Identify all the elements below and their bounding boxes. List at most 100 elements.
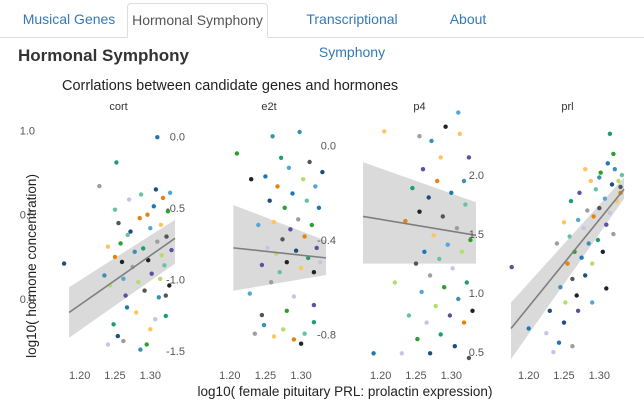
x-tick-label: 1.30 <box>140 370 161 382</box>
data-point <box>431 233 436 238</box>
data-point <box>406 313 412 318</box>
data-point <box>256 222 261 228</box>
data-point <box>145 212 150 217</box>
data-point <box>311 320 317 325</box>
data-point <box>591 214 596 219</box>
facet-panel-cort: cort 1.0 0.5 0.0 1.20 1.25 1.30 <box>20 101 176 382</box>
x-tick-label: 1.20 <box>518 370 539 382</box>
tab-hormonal-symphony[interactable]: Hormonal Symphony <box>127 3 268 38</box>
data-point <box>611 231 616 237</box>
data-point <box>438 155 443 160</box>
data-point <box>618 184 623 190</box>
data-point <box>371 351 376 356</box>
hormone-correlation-plot: Corrlations between candidate genes and … <box>0 68 644 402</box>
data-point <box>288 227 293 232</box>
data-point <box>163 313 168 319</box>
data-point <box>270 134 275 139</box>
data-point <box>105 244 111 249</box>
data-point <box>399 351 404 356</box>
data-point <box>468 237 473 243</box>
data-point <box>461 320 467 325</box>
data-point <box>282 205 287 210</box>
data-point <box>162 263 167 268</box>
data-point <box>291 294 297 299</box>
data-point <box>424 320 429 325</box>
y-tick-label: 0.0 <box>20 294 35 306</box>
data-point <box>607 131 613 136</box>
data-point <box>426 195 431 200</box>
data-point <box>263 174 268 179</box>
data-point <box>163 293 168 298</box>
data-point <box>151 204 156 209</box>
y-tick-label: 0.0 <box>321 141 336 153</box>
data-point <box>265 245 270 251</box>
data-point <box>585 208 590 213</box>
data-point <box>547 308 552 313</box>
trend-line <box>362 215 477 237</box>
facet-panel-prl: prl 2.0 1.5 1.0 0.5 1.20 1.25 1.30 <box>469 101 625 382</box>
data-point <box>577 190 582 195</box>
x-tick-label: 1.25 <box>553 370 574 382</box>
data-point <box>132 249 137 254</box>
data-point <box>433 303 438 309</box>
data-point <box>158 276 163 281</box>
data-point <box>271 334 277 339</box>
tab-about[interactable]: About <box>449 11 487 27</box>
data-point <box>440 214 445 219</box>
data-point <box>551 349 556 355</box>
data-point <box>583 167 588 172</box>
data-point <box>138 347 143 352</box>
facet-label: p4 <box>413 101 425 113</box>
trend-line <box>510 188 625 330</box>
tab-bar: Musical Genes Hormonal Symphony Transcri… <box>0 0 644 60</box>
data-point <box>296 217 301 222</box>
data-point <box>169 247 174 253</box>
data-point <box>316 205 322 210</box>
x-tick-label: 1.20 <box>219 370 240 382</box>
y-tick-label: -1.0 <box>166 274 185 286</box>
facet-label: e2t <box>261 101 276 113</box>
data-point <box>97 183 102 189</box>
data-point <box>153 317 158 322</box>
data-point <box>137 215 142 221</box>
data-point <box>449 190 454 195</box>
data-point <box>470 308 475 313</box>
data-point <box>450 266 455 271</box>
data-point <box>124 305 130 310</box>
data-point <box>616 178 621 184</box>
data-point <box>403 218 408 224</box>
x-tick-label: 1.30 <box>290 370 311 382</box>
data-point <box>464 280 469 285</box>
data-point <box>146 258 151 263</box>
y-tick-label: 2.0 <box>469 170 484 182</box>
data-point <box>575 308 581 313</box>
data-point <box>419 289 424 295</box>
data-point <box>466 155 472 160</box>
page-title: Hormonal Symphony <box>18 46 189 65</box>
data-point <box>561 220 567 225</box>
data-point <box>144 342 149 347</box>
data-point <box>565 261 570 266</box>
data-point <box>148 327 153 332</box>
data-point <box>556 340 562 345</box>
data-point <box>570 276 575 282</box>
data-point <box>417 134 422 139</box>
y-tick-label: 0.5 <box>469 347 484 359</box>
data-point <box>443 124 448 129</box>
data-point <box>167 283 172 288</box>
data-point <box>558 285 563 290</box>
facet-panel-p4: p4 0.0 -0.4 -0.8 1.20 1.25 1.30 <box>317 101 477 382</box>
data-point <box>123 293 128 298</box>
data-point <box>461 178 467 184</box>
data-point <box>284 260 289 265</box>
data-point <box>267 198 272 203</box>
data-point <box>583 273 588 278</box>
data-point <box>427 273 433 278</box>
tab-musical-genes[interactable]: Musical Genes <box>22 11 116 27</box>
data-point <box>602 196 608 201</box>
data-point <box>118 241 123 246</box>
data-point <box>581 226 586 231</box>
tab-transcriptional-symphony[interactable]: Transcriptional Symphony <box>306 11 398 60</box>
facet-panels: cort 1.0 0.5 0.0 1.20 1.25 1.30 e2t 0.0 -0.5 -1.0 -… <box>20 101 625 382</box>
data-point <box>311 302 317 308</box>
